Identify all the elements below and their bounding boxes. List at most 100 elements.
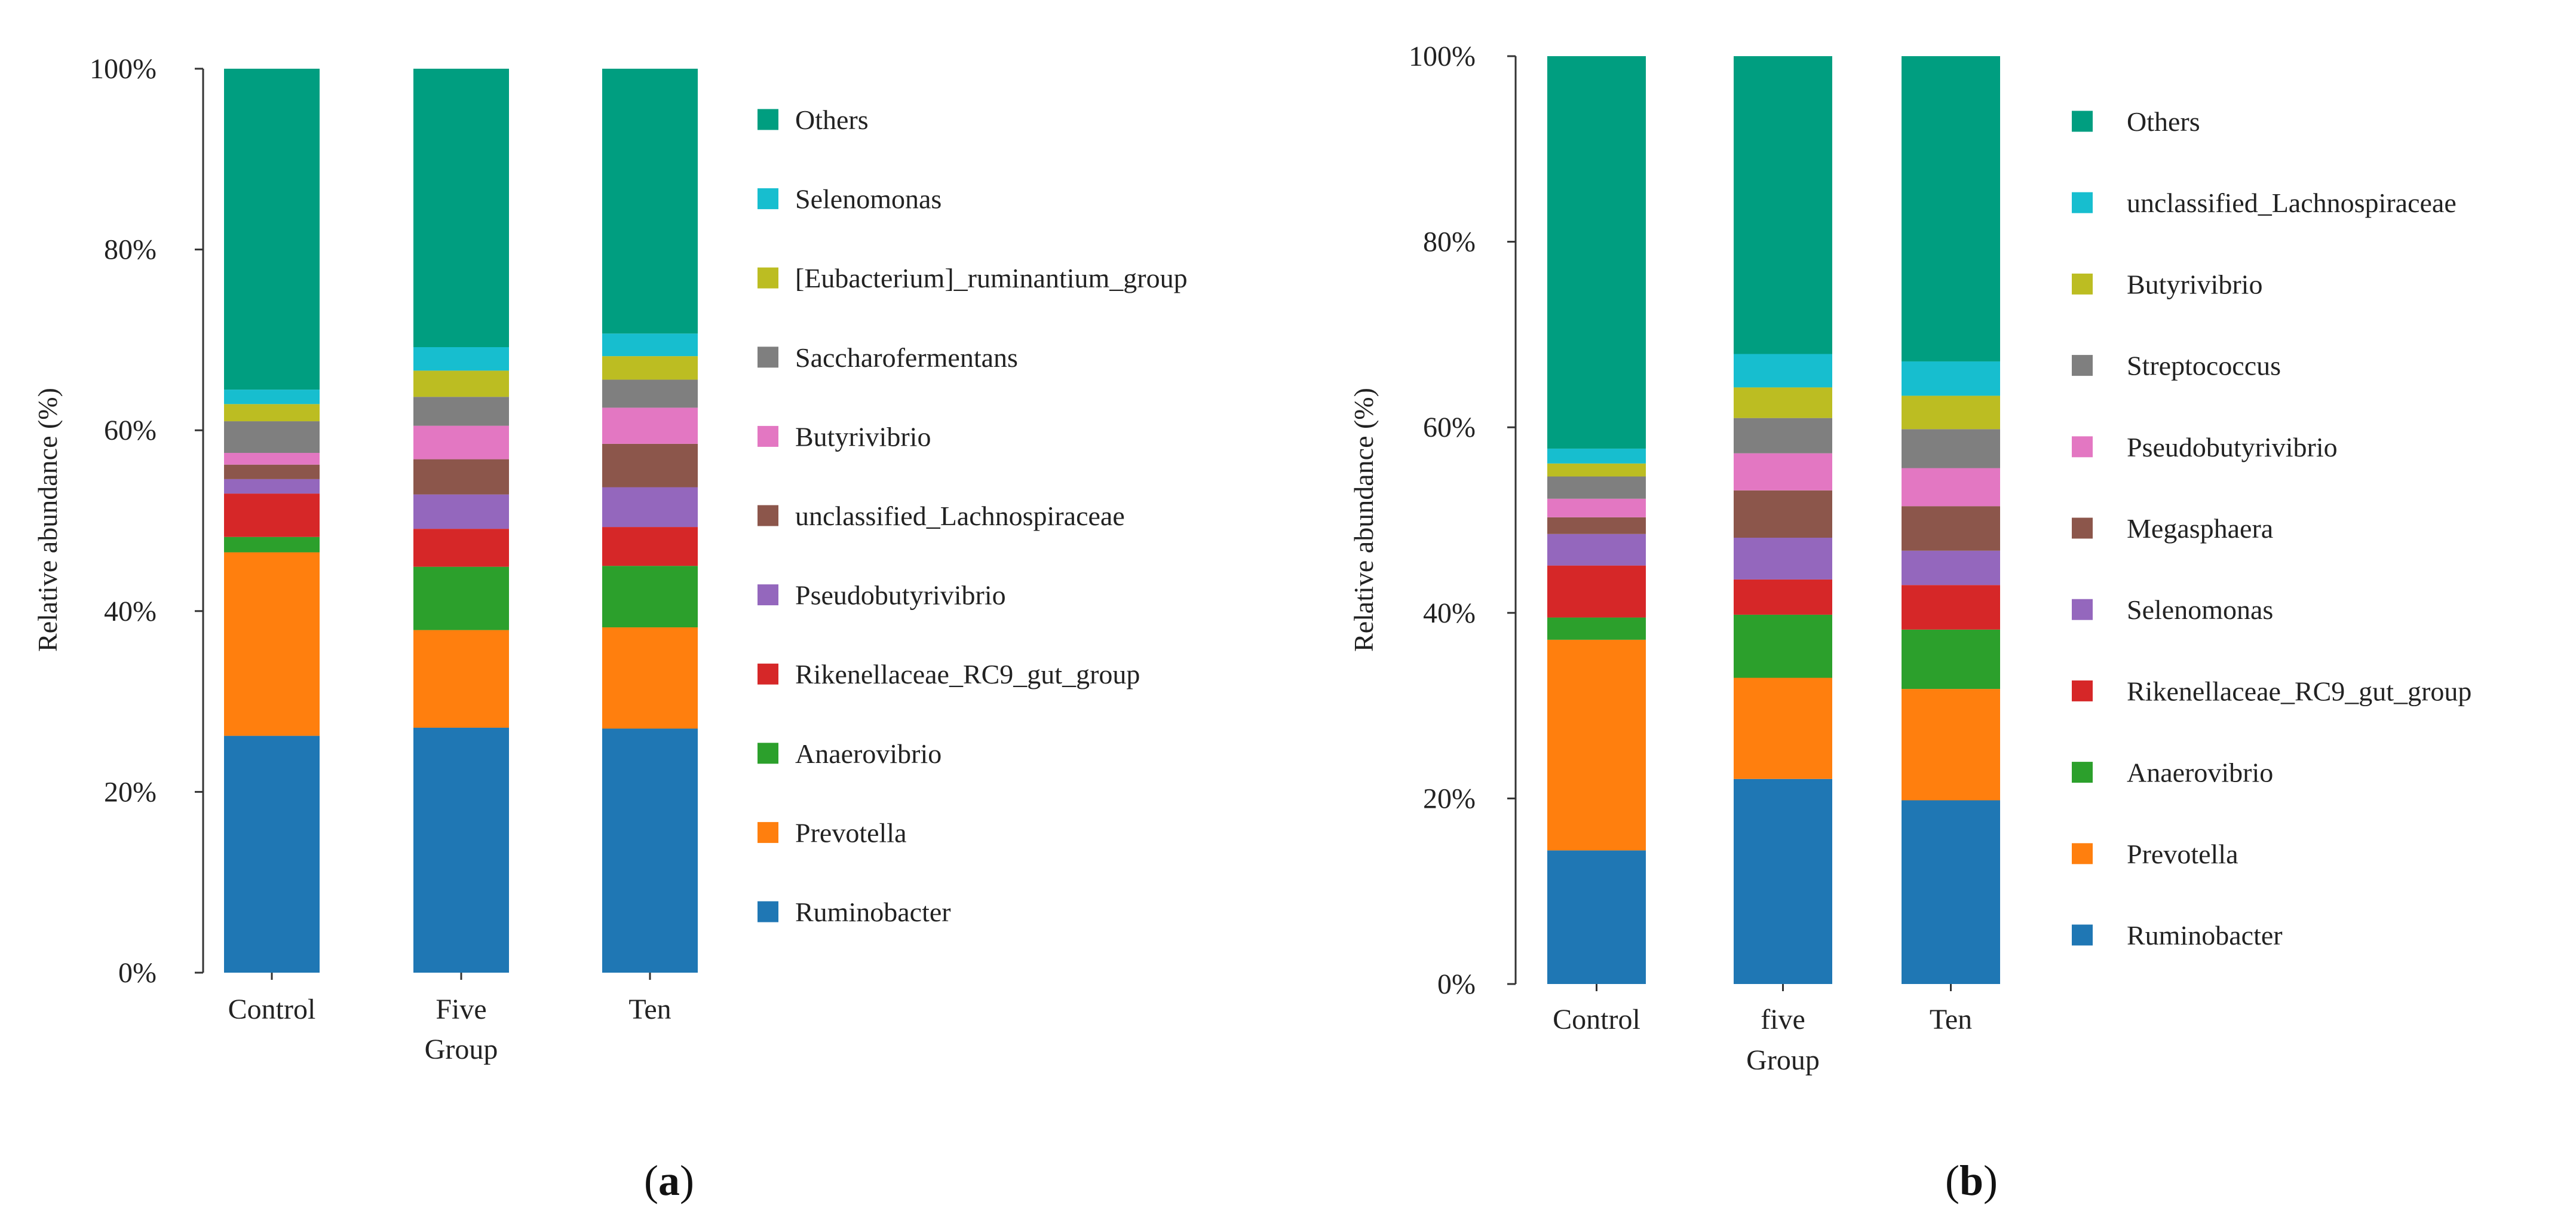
bar-segment-saccharofermentans bbox=[413, 397, 509, 426]
y-tick-label: 60% bbox=[1423, 412, 1476, 443]
legend-item: Streptococcus bbox=[2072, 351, 2281, 381]
legend-item: Rikenellaceae_RC9_gut_group bbox=[758, 659, 1140, 689]
legend-item: Prevotella bbox=[2072, 839, 2238, 869]
x-tick-label: five bbox=[1761, 1004, 1805, 1035]
legend: Others unclassified_Lachnospiraceae Butyri… bbox=[2072, 106, 2471, 951]
bar-segment-rikenellaceae-rc9-gut-group bbox=[1902, 585, 2000, 630]
bar-segment-megasphaera bbox=[1734, 490, 1832, 538]
stacked-bar-control bbox=[224, 69, 320, 973]
y-tick-label: 20% bbox=[1423, 783, 1476, 814]
legend-label: Saccharofermentans bbox=[795, 342, 1018, 373]
bar-segment-selenomonas bbox=[1547, 534, 1646, 566]
legend-swatch bbox=[2072, 680, 2093, 701]
bar-segment--eubacterium-ruminantium-group bbox=[413, 370, 509, 397]
bar-segment-others bbox=[602, 69, 698, 334]
bar-segment-anaerovibrio bbox=[1902, 629, 2000, 689]
legend-swatch bbox=[2072, 436, 2093, 458]
bar-segment-anaerovibrio bbox=[224, 537, 320, 553]
legend-label: unclassified_Lachnospiraceae bbox=[795, 501, 1125, 531]
x-tick-label: Group bbox=[425, 1034, 498, 1065]
x-tick-label: Control bbox=[1553, 1004, 1640, 1035]
legend-label: Others bbox=[795, 105, 869, 135]
bar-segment-butyrivibrio bbox=[1547, 463, 1646, 477]
y-tick-label: 60% bbox=[104, 415, 157, 446]
legend-swatch bbox=[2072, 762, 2093, 783]
stacked-bar-ten bbox=[602, 69, 698, 973]
legend-label: Streptococcus bbox=[2127, 351, 2281, 381]
x-tick-label: Group bbox=[1746, 1044, 1820, 1076]
legend-item: Megasphaera bbox=[2072, 513, 2273, 544]
legend-item: Others bbox=[2072, 106, 2200, 137]
y-tick-label: 20% bbox=[104, 776, 157, 808]
y-axis-title: Relative abundance (%) bbox=[32, 388, 63, 652]
legend-item: Butyrivibrio bbox=[2072, 269, 2262, 299]
bar-segment-pseudobutyrivibrio bbox=[602, 487, 698, 528]
legend-item: Butyrivibrio bbox=[758, 421, 931, 452]
legend-item: Selenomonas bbox=[758, 184, 942, 214]
stacked-bar-ten bbox=[1902, 56, 2000, 984]
bar-segment-anaerovibrio bbox=[1734, 614, 1832, 678]
bar-segment-others bbox=[1902, 56, 2000, 361]
bar-segment-ruminobacter bbox=[224, 735, 320, 973]
bar-segment-unclassified-lachnospiraceae bbox=[224, 464, 320, 479]
x-tick-label: Five bbox=[436, 994, 486, 1025]
bar-segment-butyrivibrio bbox=[1902, 396, 2000, 430]
bar-segment-saccharofermentans bbox=[602, 379, 698, 408]
y-tick-label: 100% bbox=[1409, 41, 1476, 72]
stacked-bar-control bbox=[1547, 56, 1646, 984]
bar-segment-unclassified-lachnospiraceae bbox=[413, 459, 509, 495]
legend-label: Anaerovibrio bbox=[2127, 758, 2273, 788]
legend-label: [Eubacterium]_ruminantium_group bbox=[795, 263, 1188, 293]
legend-swatch bbox=[758, 267, 778, 289]
bar-segment-pseudobutyrivibrio bbox=[1547, 498, 1646, 517]
x-tick-label: Ten bbox=[628, 994, 671, 1025]
legend-item: Saccharofermentans bbox=[758, 342, 1018, 373]
legend-item: Others bbox=[758, 105, 869, 135]
x-tick-label: Ten bbox=[1930, 1004, 1972, 1035]
bar-segment-streptococcus bbox=[1547, 476, 1646, 499]
bar-segment-prevotella bbox=[1734, 678, 1832, 779]
panel-label: (a) bbox=[644, 1157, 694, 1204]
stacked-bar-five bbox=[413, 69, 509, 973]
bar-segment-ruminobacter bbox=[413, 727, 509, 973]
x-tick-label: Control bbox=[228, 994, 316, 1025]
legend-label: Selenomonas bbox=[2127, 594, 2273, 625]
bar-segment-others bbox=[1734, 56, 1832, 354]
legend-label: Rikenellaceae_RC9_gut_group bbox=[2127, 676, 2471, 706]
bar-segment-prevotella bbox=[1547, 639, 1646, 851]
legend-item: [Eubacterium]_ruminantium_group bbox=[758, 263, 1188, 293]
bar-segment-rikenellaceae-rc9-gut-group bbox=[413, 529, 509, 567]
legend-label: Megasphaera bbox=[2127, 513, 2273, 544]
legend-swatch bbox=[758, 584, 778, 606]
bar-segment-pseudobutyrivibrio bbox=[224, 479, 320, 494]
bar-segment-selenomonas bbox=[413, 347, 509, 371]
bar-segment-unclassified-lachnospiraceae bbox=[602, 443, 698, 488]
bar-segment--eubacterium-ruminantium-group bbox=[224, 404, 320, 422]
legend-label: Butyrivibrio bbox=[795, 421, 931, 452]
legend-label: Anaerovibrio bbox=[795, 738, 942, 769]
bar-segment-butyrivibrio bbox=[602, 407, 698, 444]
bar-segment-selenomonas bbox=[1734, 538, 1832, 580]
bar-segment-anaerovibrio bbox=[1547, 617, 1646, 640]
bar-segment-pseudobutyrivibrio bbox=[1734, 453, 1832, 491]
y-tick-label: 80% bbox=[104, 234, 157, 266]
bar-segment-pseudobutyrivibrio bbox=[1902, 468, 2000, 507]
legend-label: Ruminobacter bbox=[2127, 920, 2283, 951]
y-tick-label: 80% bbox=[1423, 226, 1476, 258]
y-tick-label: 0% bbox=[1437, 968, 1476, 1000]
y-tick-label: 40% bbox=[1423, 597, 1476, 629]
chart-panel-b: 0% 20% 40% 60% 80% 100% Control five Group Ten Rel… bbox=[1348, 41, 2471, 1204]
bar-segment-ruminobacter bbox=[1902, 800, 2000, 984]
bar-segment-prevotella bbox=[224, 552, 320, 736]
bar-segment-ruminobacter bbox=[1734, 778, 1832, 984]
legend-item: Rikenellaceae_RC9_gut_group bbox=[2072, 676, 2471, 706]
y-tick-label: 100% bbox=[90, 53, 157, 85]
legend-swatch bbox=[758, 901, 778, 922]
stacked-bar-five bbox=[1734, 56, 1832, 984]
bar-segment-others bbox=[1547, 56, 1646, 449]
legend-item: Ruminobacter bbox=[758, 897, 951, 927]
legend-label: Prevotella bbox=[795, 817, 907, 848]
legend-swatch bbox=[758, 425, 778, 447]
bar-segment-streptococcus bbox=[1734, 418, 1832, 453]
bar-segment-butyrivibrio bbox=[224, 453, 320, 465]
